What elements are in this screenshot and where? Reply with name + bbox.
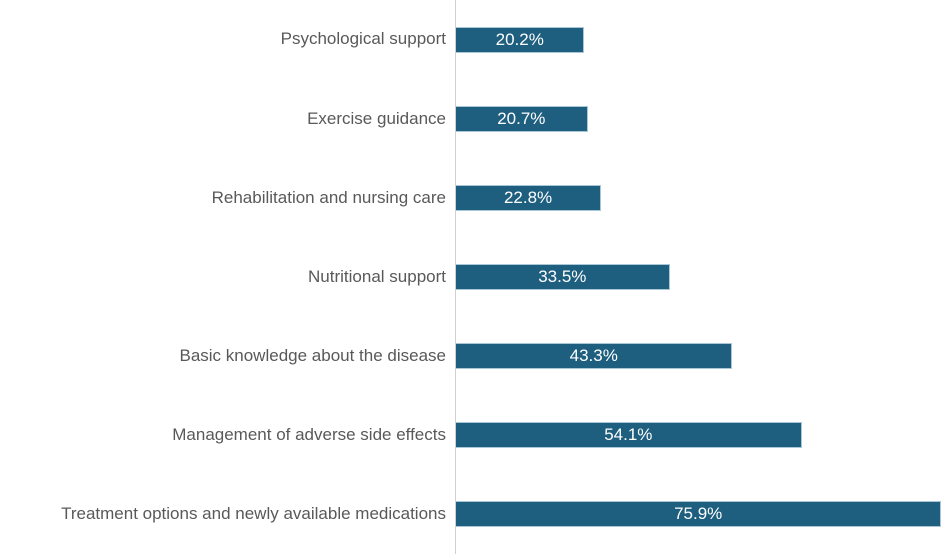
bar: 75.9% bbox=[455, 501, 942, 528]
category-label: Rehabilitation and nursing care bbox=[211, 187, 446, 207]
y-axis-line bbox=[455, 0, 456, 554]
bar: 22.8% bbox=[455, 184, 602, 211]
value-label: 20.2% bbox=[495, 29, 544, 49]
category-label: Nutritional support bbox=[308, 266, 446, 286]
category-label: Psychological support bbox=[280, 29, 446, 49]
bar: 54.1% bbox=[455, 422, 802, 449]
chart-row: Nutritional support 33.5% bbox=[0, 237, 942, 316]
bar: 20.7% bbox=[455, 105, 588, 132]
chart-row: Treatment options and newly available me… bbox=[0, 475, 942, 554]
bar-area: 20.2% bbox=[455, 0, 942, 79]
category-label: Treatment options and newly available me… bbox=[61, 504, 446, 524]
category-label: Basic knowledge about the disease bbox=[179, 345, 446, 365]
value-label: 33.5% bbox=[538, 266, 587, 286]
value-label: 22.8% bbox=[503, 187, 553, 207]
bar: 33.5% bbox=[455, 263, 670, 290]
chart-row: Management of adverse side effects 54.1% bbox=[0, 396, 942, 475]
value-label: 43.3% bbox=[569, 346, 618, 366]
bar-area: 54.1% bbox=[455, 396, 942, 475]
chart-row: Exercise guidance 20.7% bbox=[0, 79, 942, 158]
category-label: Management of adverse side effects bbox=[172, 425, 446, 445]
bar: 20.2% bbox=[455, 26, 585, 53]
chart-row: Psychological support 20.2% bbox=[0, 0, 942, 79]
value-label: 54.1% bbox=[604, 425, 653, 445]
bar-area: 33.5% bbox=[455, 237, 942, 316]
bar-area: 75.9% bbox=[455, 475, 942, 554]
bar-area: 20.7% bbox=[455, 79, 942, 158]
value-label: 20.7% bbox=[497, 108, 546, 128]
bar-area: 22.8% bbox=[455, 158, 942, 237]
chart-row: Rehabilitation and nursing care 22.8% bbox=[0, 158, 942, 237]
category-label: Exercise guidance bbox=[307, 108, 446, 128]
chart-row: Basic knowledge about the disease 43.3% bbox=[0, 317, 942, 396]
bar-area: 43.3% bbox=[455, 317, 942, 396]
bar: 43.3% bbox=[455, 343, 733, 370]
value-label: 75.9% bbox=[674, 504, 723, 524]
